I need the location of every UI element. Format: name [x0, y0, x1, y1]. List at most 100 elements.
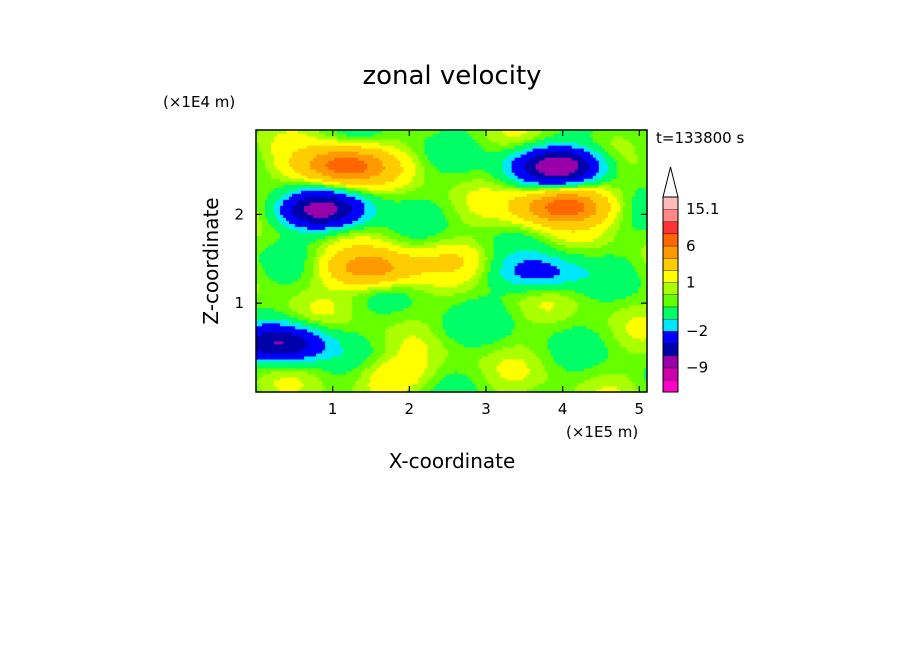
field-cell — [310, 169, 314, 173]
field-cell — [406, 235, 410, 240]
field-cell — [286, 292, 290, 297]
field-cell — [307, 256, 311, 261]
field-cell — [397, 343, 401, 348]
field-cell — [334, 310, 338, 315]
field-cell — [295, 247, 299, 252]
field-cell — [382, 358, 386, 363]
field-cell — [337, 331, 341, 336]
field-cell — [352, 163, 356, 167]
field-cell — [328, 259, 332, 264]
field-cell — [286, 289, 290, 294]
field-cell — [418, 244, 423, 249]
field-cell — [358, 211, 362, 215]
field-cell — [322, 370, 326, 375]
field-cell — [421, 232, 426, 236]
field-cell — [286, 181, 290, 185]
field-cell — [283, 250, 287, 255]
field-cell — [328, 316, 332, 321]
field-cell — [373, 268, 377, 273]
field-cell — [259, 181, 263, 185]
field-cell — [289, 217, 293, 221]
field-cell — [376, 142, 380, 146]
field-cell — [301, 196, 305, 200]
field-cell — [364, 136, 368, 140]
field-cell — [340, 316, 344, 321]
field-cell — [421, 373, 426, 378]
field-cell — [274, 229, 278, 233]
field-cell — [256, 307, 260, 312]
field-cell — [307, 331, 311, 336]
field-cell — [373, 199, 377, 203]
field-cell — [379, 193, 383, 197]
field-cell — [373, 157, 377, 161]
field-cell — [328, 301, 332, 306]
field-cell — [325, 163, 329, 167]
field-cell — [385, 322, 389, 327]
field-cell — [322, 364, 326, 369]
field-cell — [394, 346, 398, 351]
field-cell — [322, 271, 326, 276]
field-cell — [340, 232, 344, 236]
field-cell — [403, 322, 407, 327]
field-cell — [304, 352, 308, 357]
field-cell — [349, 142, 353, 146]
field-cell — [370, 265, 374, 270]
field-cell — [274, 232, 278, 236]
field-cell — [334, 367, 338, 372]
field-cell — [313, 256, 317, 261]
field-cell — [277, 298, 281, 303]
field-cell — [265, 385, 269, 390]
field-cell — [262, 331, 266, 336]
field-cell — [280, 229, 284, 233]
field-cell — [325, 130, 329, 134]
field-cell — [388, 145, 392, 149]
field-cell — [394, 349, 398, 354]
field-cell — [268, 193, 272, 197]
field-cell — [379, 373, 383, 378]
field-cell — [310, 319, 314, 324]
field-cell — [259, 259, 263, 264]
field-cell — [415, 319, 420, 324]
field-cell — [382, 322, 386, 327]
field-cell — [346, 337, 350, 342]
field-cell — [274, 187, 278, 191]
field-cell — [334, 244, 338, 249]
field-cell — [271, 325, 275, 330]
field-cell — [280, 328, 284, 333]
field-cell — [292, 178, 296, 182]
field-cell — [403, 181, 407, 185]
field-cell — [406, 298, 410, 303]
field-cell — [319, 199, 323, 203]
field-cell — [394, 376, 398, 381]
field-cell — [382, 193, 386, 197]
field-cell — [286, 169, 290, 173]
field-cell — [340, 355, 344, 360]
field-cell — [319, 307, 323, 312]
field-cell — [256, 256, 260, 261]
field-cell — [268, 268, 272, 273]
field-cell — [370, 133, 374, 137]
field-cell — [307, 262, 311, 267]
field-cell — [364, 322, 368, 327]
field-cell — [388, 370, 392, 375]
field-cell — [319, 280, 323, 285]
field-cell — [289, 370, 293, 375]
field-cell — [412, 376, 417, 381]
field-cell — [415, 322, 420, 327]
field-cell — [364, 367, 368, 372]
field-cell — [379, 175, 383, 179]
field-cell — [355, 388, 359, 392]
field-cell — [373, 310, 377, 315]
field-cell — [376, 244, 380, 249]
field-cell — [304, 157, 308, 161]
field-cell — [319, 172, 323, 176]
field-cell — [385, 325, 389, 330]
field-cell — [388, 208, 392, 212]
field-cell — [328, 337, 332, 342]
field-cell — [349, 229, 353, 233]
field-cell — [310, 193, 314, 197]
field-cell — [349, 274, 353, 279]
field-cell — [385, 313, 389, 318]
field-cell — [370, 256, 374, 261]
field-cell — [322, 322, 326, 327]
